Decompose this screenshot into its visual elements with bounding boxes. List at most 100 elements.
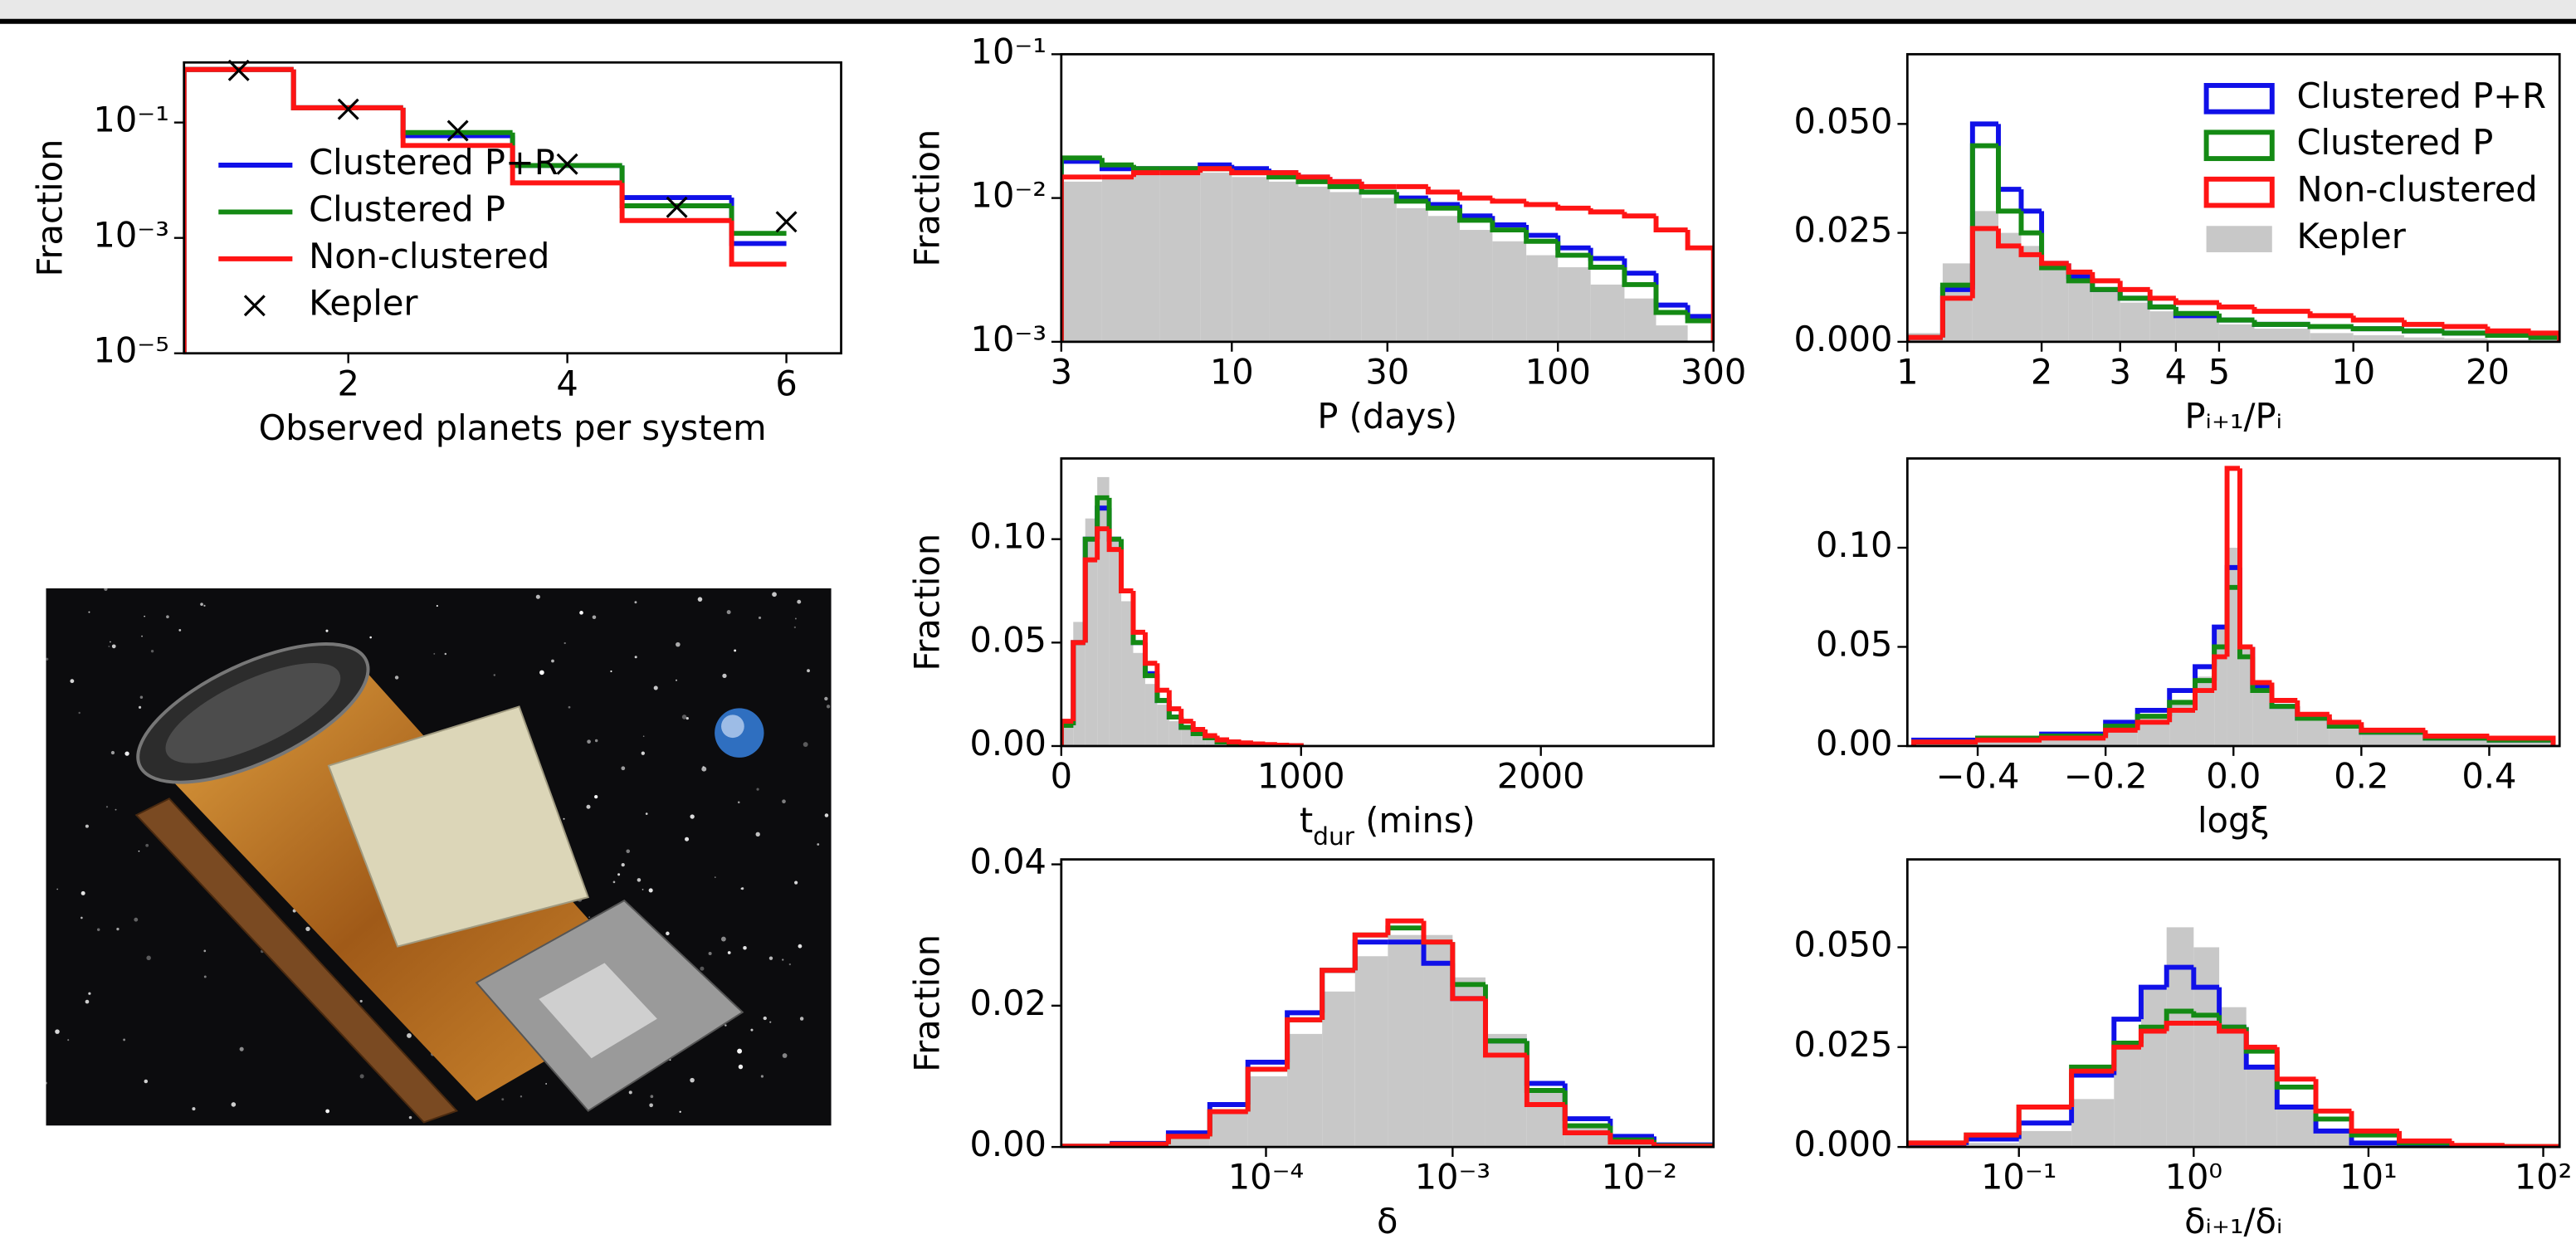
histogram-step	[2485, 333, 2531, 338]
histogram-step	[1588, 255, 1625, 270]
step-segment	[510, 145, 622, 186]
histogram-bar	[2252, 686, 2272, 746]
histogram-step	[2224, 466, 2240, 657]
histogram-bar	[1590, 284, 1625, 342]
axes-frame	[1060, 457, 1715, 748]
histogram-step	[1425, 186, 1460, 195]
legend-label: Clustered P	[309, 188, 505, 229]
histogram-step	[1250, 741, 1266, 746]
star	[788, 963, 792, 966]
histogram-bar	[1998, 232, 2022, 342]
histogram-step	[1245, 1066, 1288, 1112]
star	[535, 594, 540, 599]
histogram-step	[2216, 302, 2255, 310]
y-axis-label: Fraction	[906, 934, 947, 1072]
y-tick-label: 0.000	[1794, 1124, 1893, 1164]
histogram-step	[1327, 177, 1362, 184]
histogram-step	[2269, 682, 2298, 703]
histogram-bar	[2021, 246, 2042, 342]
star	[750, 1028, 754, 1032]
histogram-step	[1907, 1140, 1967, 1148]
histogram-bar	[1121, 601, 1134, 746]
histogram-bar	[2068, 276, 2093, 342]
y-tick-label: 0.05	[1816, 623, 1893, 664]
histogram-step	[1555, 235, 1591, 251]
star	[433, 652, 436, 655]
histogram-step	[2449, 1140, 2505, 1148]
histogram-step	[1555, 241, 1591, 258]
x-tick-label: 1	[1896, 351, 1918, 392]
histogram-step	[2111, 1044, 2141, 1071]
histogram-step	[2173, 306, 2219, 316]
histogram-step	[1524, 225, 1559, 238]
x-axis-label: tdur (mins)	[1300, 800, 1476, 851]
star	[67, 1039, 70, 1041]
histogram-step	[1685, 312, 1714, 342]
histogram-step	[2401, 320, 2445, 327]
histogram-step	[2307, 324, 2354, 329]
x-tick-label: 10⁰	[2165, 1157, 2223, 1198]
x-axis-label-part: t	[1300, 800, 1313, 841]
histogram-step	[1555, 204, 1591, 211]
histogram-bar	[1168, 721, 1182, 746]
step-segment	[619, 183, 732, 223]
histogram-step	[1285, 1017, 1323, 1070]
step-segment	[183, 66, 294, 354]
star	[501, 1098, 505, 1101]
x-axis-label: δ	[1377, 1201, 1398, 1239]
star	[80, 916, 83, 919]
histogram-bar	[2175, 315, 2219, 342]
histogram-step	[1482, 984, 1527, 1044]
histogram-step	[2442, 324, 2488, 329]
histogram-step	[1653, 273, 1688, 308]
x-tick-label: 10	[1210, 351, 1254, 392]
star	[115, 808, 117, 811]
histogram-bar	[1526, 255, 1559, 342]
histogram-bar	[1144, 684, 1158, 746]
marker-x	[446, 120, 469, 142]
x-tick-label: 2000	[1497, 756, 1585, 797]
star	[685, 837, 690, 841]
y-tick-label: 10⁻³	[93, 215, 168, 256]
star	[594, 794, 598, 799]
histogram-step	[1119, 549, 1134, 593]
histogram-step	[1996, 124, 2022, 193]
histogram-step	[1295, 173, 1330, 180]
axes-frame	[183, 61, 842, 355]
star	[824, 813, 829, 817]
star	[690, 814, 695, 819]
legend-symbol	[2203, 176, 2275, 208]
histogram-bar	[1558, 267, 1591, 342]
star	[138, 705, 142, 709]
histogram-step	[1622, 267, 1656, 287]
y-axis-label: Fraction	[29, 139, 70, 277]
star	[676, 679, 677, 681]
histogram-step	[1352, 932, 1388, 971]
histogram-step	[1911, 739, 1978, 746]
histogram-step	[2039, 735, 2106, 741]
histogram-step	[2349, 1110, 2400, 1134]
histogram-step	[2350, 315, 2404, 323]
histogram-bar	[1388, 934, 1424, 1148]
star	[88, 611, 90, 613]
histogram-step	[1685, 230, 1714, 342]
star	[722, 673, 727, 679]
histogram-step	[1385, 918, 1424, 935]
x-tick-label: 10	[2331, 351, 2375, 392]
star	[96, 928, 100, 932]
histogram-step	[2147, 289, 2176, 301]
histogram-step	[1588, 247, 1625, 261]
star	[493, 674, 496, 676]
x-tick-label: 2	[2031, 351, 2052, 392]
star	[637, 878, 642, 882]
star	[436, 605, 438, 607]
radiator-panel	[327, 705, 589, 948]
star	[192, 1107, 196, 1111]
histogram-step	[1061, 159, 1102, 342]
star	[628, 1090, 632, 1095]
star	[85, 824, 89, 828]
star	[701, 766, 707, 772]
step-segment	[290, 69, 403, 110]
histogram-step	[1964, 1132, 2019, 1144]
